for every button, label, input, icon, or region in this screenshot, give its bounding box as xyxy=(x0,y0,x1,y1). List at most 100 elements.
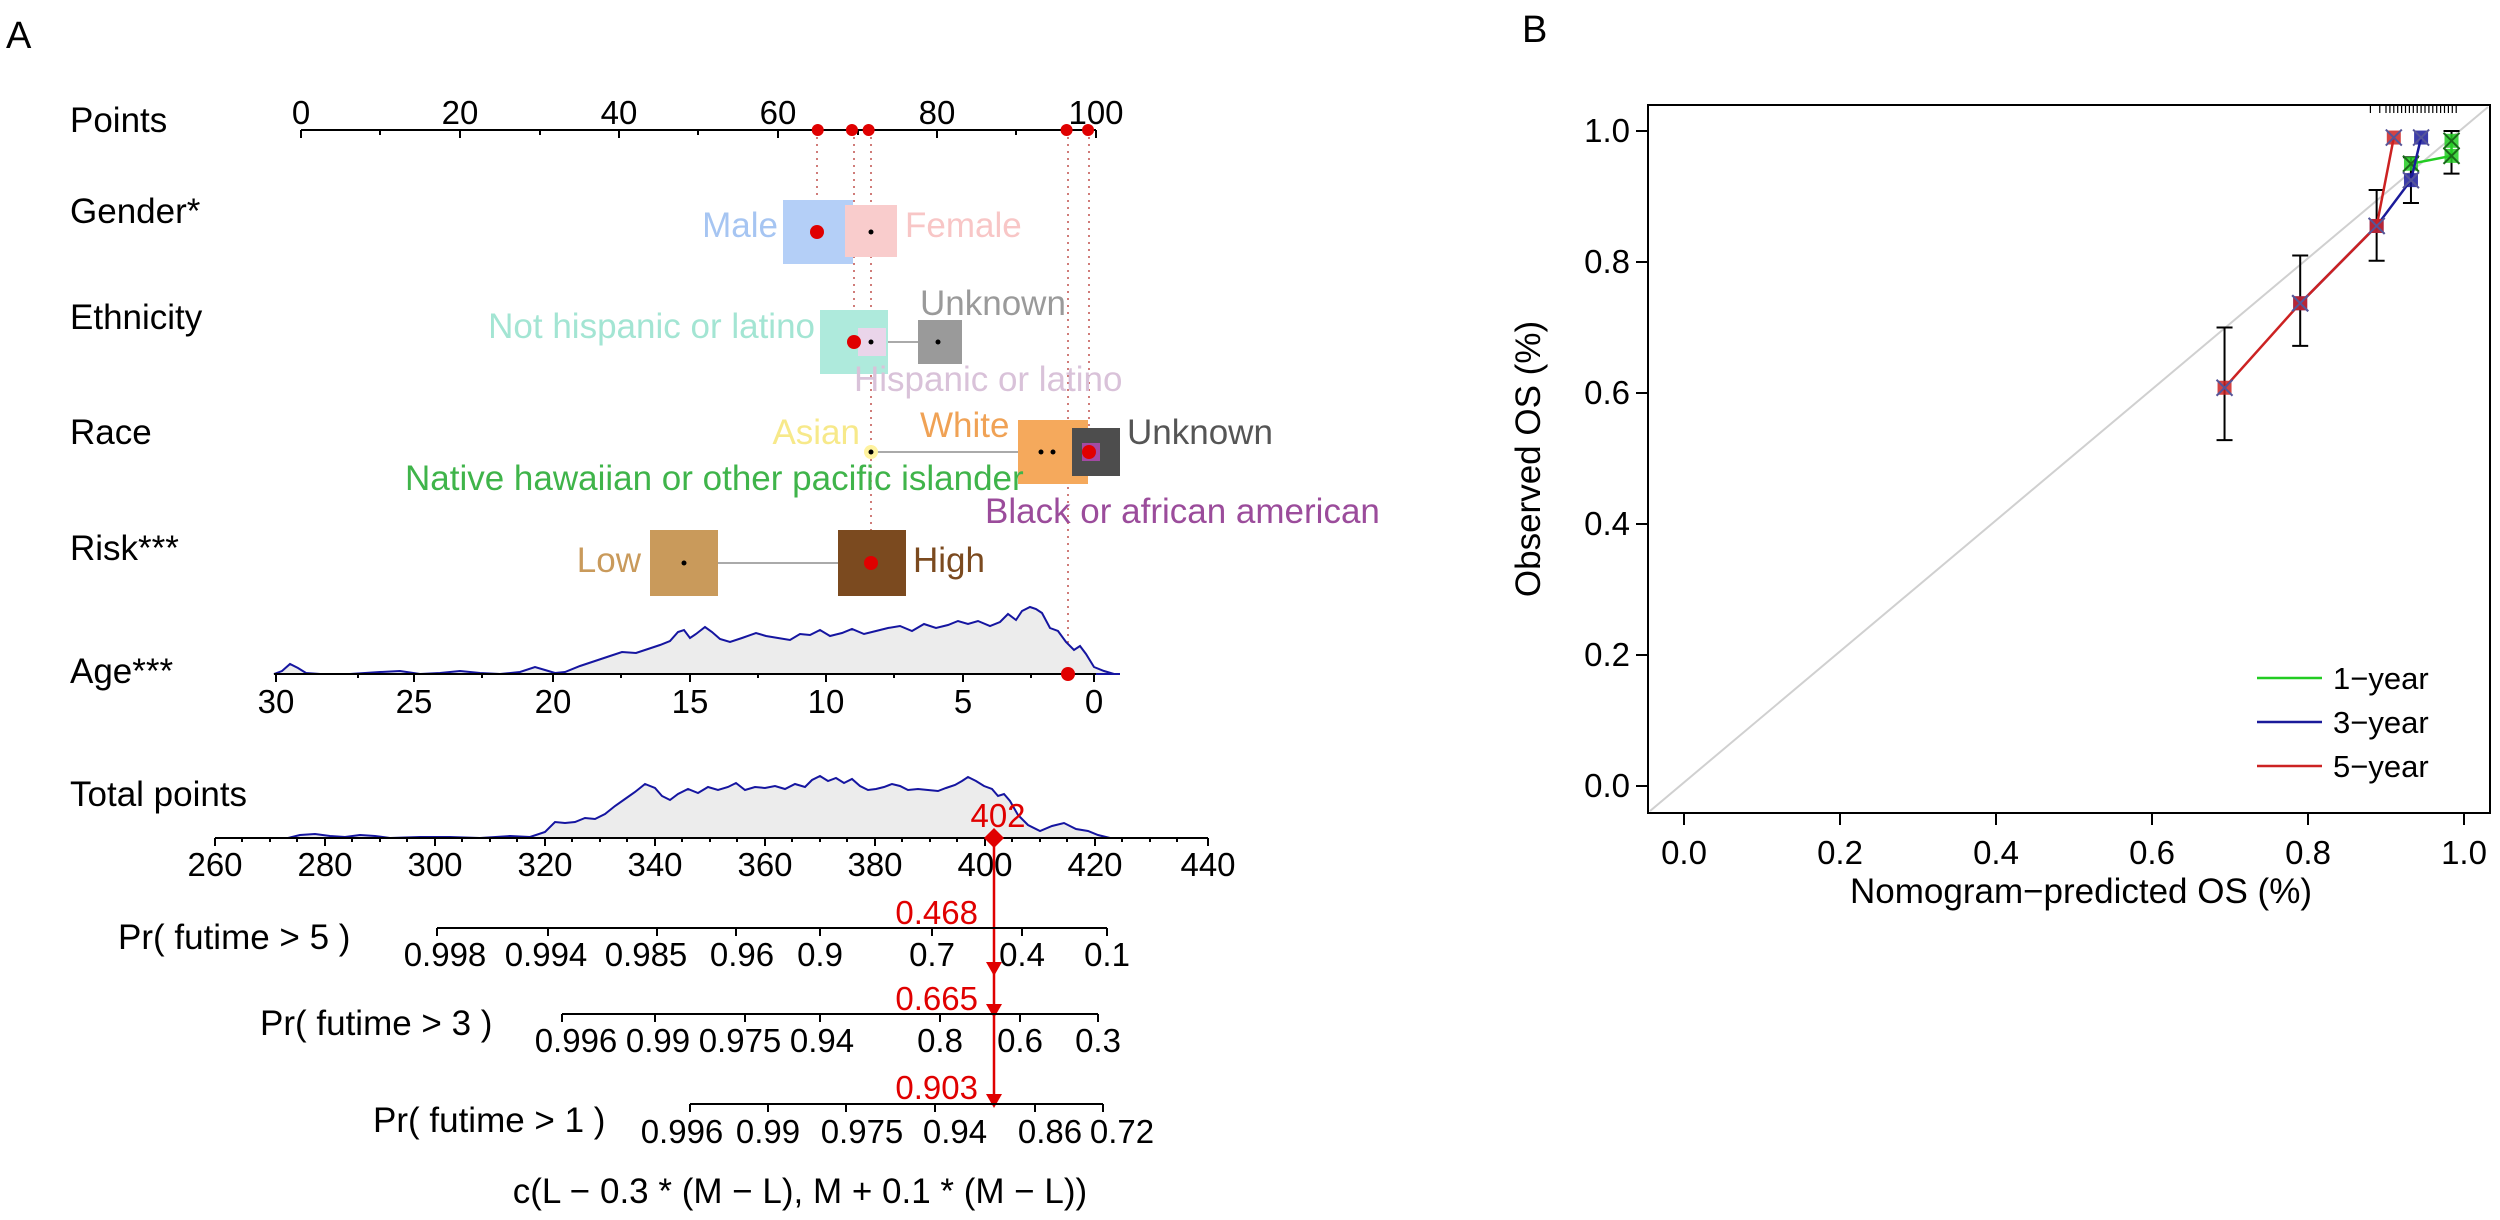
pr1-label: Pr( futime > 1 ) xyxy=(373,1101,605,1140)
ethnicity-not-hispanic-label: Not hispanic or latino xyxy=(488,307,815,346)
error-bars xyxy=(2216,130,2460,442)
pr3-tick: 0.6 xyxy=(997,1022,1043,1059)
pr1-tick: 0.72 xyxy=(1090,1113,1154,1150)
series-point-cross xyxy=(2385,128,2403,147)
pr1-row: Pr( futime > 1 ) 0.996 0.99 0.975 0.94 0… xyxy=(373,1069,1154,1150)
pr1-tick: 0.86 xyxy=(1018,1113,1082,1150)
risk-high-label: High xyxy=(913,541,985,580)
race-unknown-label: Unknown xyxy=(1127,413,1273,452)
legend: 1−year 3−year 5−year xyxy=(2257,661,2429,784)
points-tick: 0 xyxy=(292,94,310,131)
ethnicity-label: Ethnicity xyxy=(70,298,203,337)
legend-label: 5−year xyxy=(2333,749,2429,784)
ethnicity-unknown-dot xyxy=(935,339,941,345)
plot-frame xyxy=(1647,104,2491,814)
total-points-tick: 320 xyxy=(517,846,572,883)
series-point-cross xyxy=(2367,217,2386,235)
ethnicity-marker xyxy=(847,335,861,349)
pr5-tick: 0.7 xyxy=(909,936,955,973)
gender-male-label: Male xyxy=(702,206,778,245)
pr1-tick: 0.996 xyxy=(641,1113,724,1150)
pr5-tick: 0.998 xyxy=(404,936,487,973)
y-tick-label: 1.0 xyxy=(1584,112,1630,149)
total-points-value: 402 xyxy=(970,797,1025,834)
gender-marker xyxy=(810,225,824,239)
race-black-label: Black or african american xyxy=(985,492,1380,531)
y-tick-label: 0.0 xyxy=(1584,767,1630,804)
total-points-marker xyxy=(984,828,1004,848)
risk-row: Risk*** Low High xyxy=(70,529,985,596)
age-label: Age*** xyxy=(70,652,174,691)
pr3-tick: 0.8 xyxy=(917,1022,963,1059)
gender-female-dot xyxy=(868,229,874,235)
points-axis-marker xyxy=(811,124,824,136)
age-marker xyxy=(1061,667,1075,681)
race-row: Race Asian White Unknown Native hawaiian… xyxy=(70,406,1380,531)
age-tick: 15 xyxy=(672,683,709,720)
total-points-label: Total points xyxy=(70,775,247,814)
age-tick: 5 xyxy=(954,683,972,720)
points-axis: Points 0 20 40 60 80 100 xyxy=(70,94,1124,140)
race-asian-label: Asian xyxy=(772,413,860,452)
y-tick-label: 0.8 xyxy=(1584,243,1630,280)
pr3-tick: 0.975 xyxy=(699,1022,782,1059)
total-points-tick: 420 xyxy=(1067,846,1122,883)
pr5-tick: 0.994 xyxy=(505,936,588,973)
pr3-tick: 0.3 xyxy=(1075,1022,1121,1059)
series-line-3−year xyxy=(2299,137,2423,305)
total-points-tick: 340 xyxy=(627,846,682,883)
pr5-tick: 0.9 xyxy=(797,936,843,973)
pr5-row: Pr( futime > 5 ) 0.998 0.994 0.985 0.96 … xyxy=(118,894,1130,973)
series-line-5−year xyxy=(2223,137,2396,389)
rug xyxy=(2369,105,2457,113)
race-white-label: White xyxy=(920,406,1009,445)
pr5-tick: 0.4 xyxy=(999,936,1045,973)
pr5-tick: 0.96 xyxy=(710,936,774,973)
y-tick-label: 0.4 xyxy=(1584,505,1630,542)
pr1-tick: 0.94 xyxy=(923,1113,987,1150)
legend-label: 1−year xyxy=(2333,661,2429,696)
points-tick: 80 xyxy=(919,94,956,131)
series-point-cross xyxy=(2412,128,2430,147)
x-tick-label: 1.0 xyxy=(2441,834,2487,871)
race-asian-dot xyxy=(868,449,874,455)
formula-caption: c(L − 0.3 * (M − L), M + 0.1 * (M − L)) xyxy=(513,1172,1087,1211)
total-points-tick: 260 xyxy=(187,846,242,883)
age-row: Age*** 30 25 20 15 10 5 0 xyxy=(70,605,1120,720)
x-tick-label: 0.4 xyxy=(1973,834,2019,871)
age-tick: 20 xyxy=(535,683,572,720)
legend-item-1-year: 1−year xyxy=(2257,661,2429,696)
race-white-dot-b xyxy=(1050,449,1056,455)
series-point-cross xyxy=(2442,147,2461,165)
pr3-value: 0.665 xyxy=(895,980,978,1017)
gender-female-label: Female xyxy=(905,206,1022,245)
points-label: Points xyxy=(70,101,167,140)
points-axis-marker xyxy=(1060,124,1073,136)
pr1-tick: 0.99 xyxy=(736,1113,800,1150)
legend-item-5-year: 5−year xyxy=(2257,749,2429,784)
age-tick: 25 xyxy=(396,683,433,720)
arrowhead-pr3 xyxy=(986,1004,1002,1018)
series-point-cross xyxy=(2215,379,2234,397)
pr5-tick: 0.985 xyxy=(605,936,688,973)
x-tick-label: 0.0 xyxy=(1661,834,1707,871)
total-points-density xyxy=(287,774,1111,840)
gender-label: Gender* xyxy=(70,192,201,231)
risk-low-label: Low xyxy=(577,541,642,580)
total-points-tick: 300 xyxy=(407,846,462,883)
ethnicity-hispanic-dot xyxy=(868,339,874,345)
pr3-tick: 0.99 xyxy=(626,1022,690,1059)
reference-diagonal xyxy=(1649,106,2489,812)
y-tick-label: 0.6 xyxy=(1584,374,1630,411)
ideal-line xyxy=(1649,106,2489,812)
points-markers xyxy=(811,124,1095,136)
total-points-tick: 380 xyxy=(847,846,902,883)
series-point-cross xyxy=(2402,171,2420,189)
ethnicity-hispanic-label: Hispanic or latino xyxy=(854,360,1122,399)
race-white-dot-a xyxy=(1038,449,1044,455)
points-tick: 40 xyxy=(601,94,638,131)
pr3-tick: 0.996 xyxy=(535,1022,618,1059)
x-tick-label: 0.6 xyxy=(2129,834,2175,871)
race-native-hawaiian-label: Native hawaiian or other pacific islande… xyxy=(405,459,1024,498)
